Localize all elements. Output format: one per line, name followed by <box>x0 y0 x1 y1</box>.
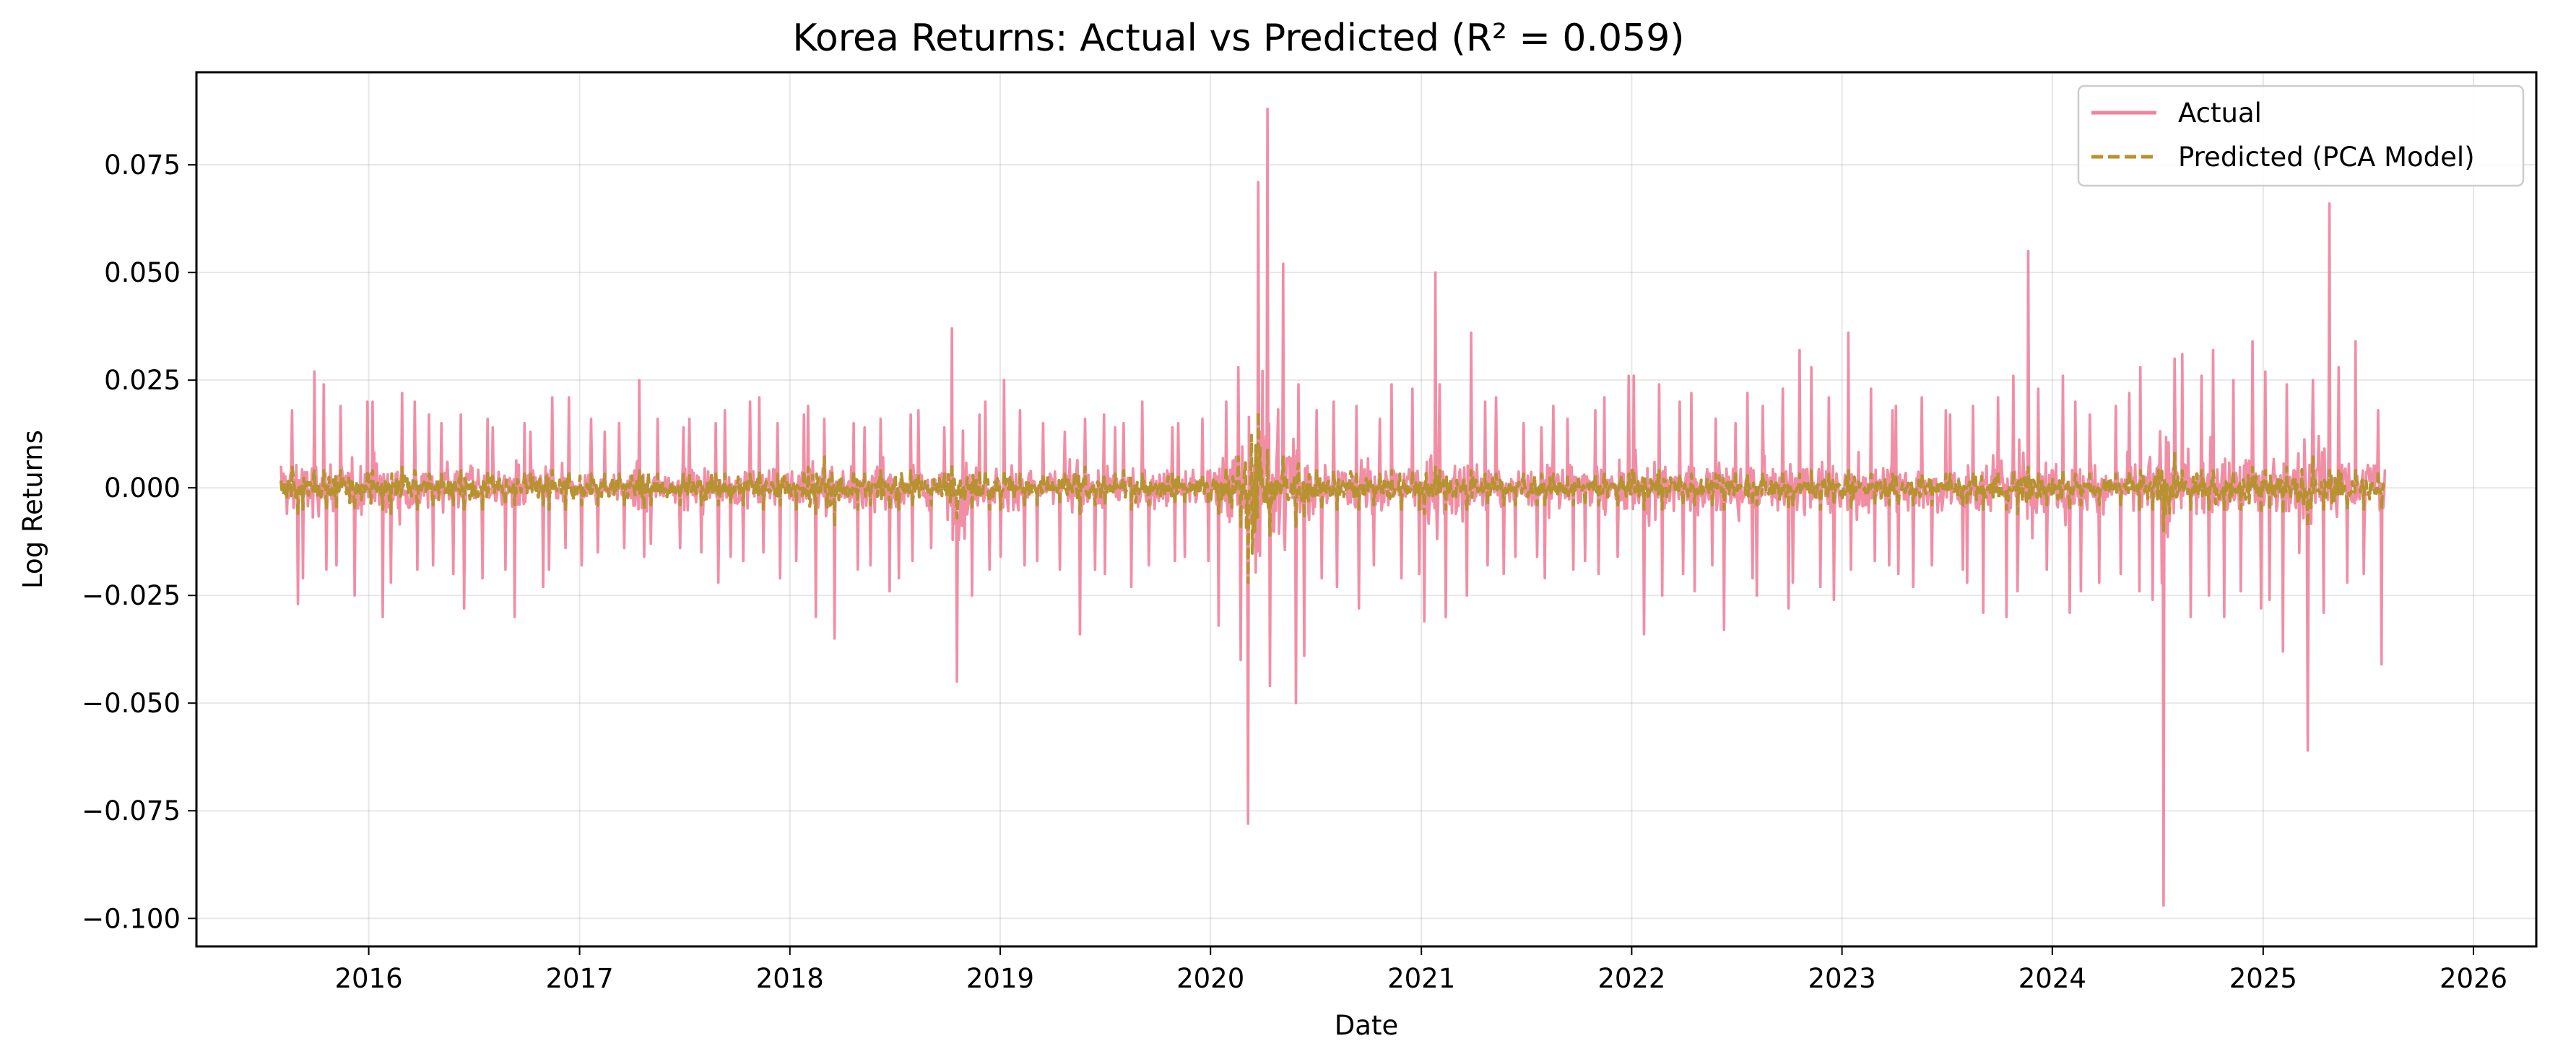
y-tick-label-5: 0.025 <box>104 365 181 396</box>
x-tick-label-2017: 2017 <box>545 963 613 994</box>
x-tick-label-2022: 2022 <box>1597 963 1665 994</box>
axis-ticks: 2016 2017 2018 2019 2020 2021 2022 2023 2024 2025… <box>82 150 2507 994</box>
x-tick-label-2026: 2026 <box>2440 963 2507 994</box>
y-tick-label-4: 0.000 <box>104 472 181 504</box>
y-tick-label-3: −0.025 <box>82 580 181 611</box>
chart-title: Korea Returns: Actual vs Predicted (R² =… <box>792 17 1684 60</box>
y-tick-label-2: −0.050 <box>82 688 181 719</box>
x-tick-label-2025: 2025 <box>2229 963 2297 994</box>
x-tick-label-2018: 2018 <box>756 963 824 994</box>
legend-label-actual: Actual <box>2178 98 2262 129</box>
series-line-predicted <box>279 410 2386 584</box>
x-tick-label-2023: 2023 <box>1808 963 1876 994</box>
series-predicted <box>279 410 2386 584</box>
y-tick-label-1: −0.075 <box>82 795 181 826</box>
y-axis-label: Log Returns <box>17 430 48 589</box>
y-tick-label-6: 0.050 <box>104 257 181 288</box>
x-tick-label-2016: 2016 <box>334 963 402 994</box>
x-tick-label-2020: 2020 <box>1176 963 1244 994</box>
legend: Actual Predicted (PCA Model) <box>2077 85 2525 187</box>
y-tick-label-7: 0.075 <box>104 150 181 181</box>
x-tick-label-2024: 2024 <box>2018 963 2086 994</box>
x-tick-label-2021: 2021 <box>1387 963 1455 994</box>
legend-box <box>2077 85 2525 187</box>
legend-label-predicted: Predicted (PCA Model) <box>2178 142 2475 173</box>
x-tick-label-2019: 2019 <box>966 963 1034 994</box>
y-tick-label-0: −0.100 <box>82 903 181 934</box>
plot-frame <box>195 71 2538 948</box>
x-axis-label: Date <box>1335 1010 1398 1041</box>
